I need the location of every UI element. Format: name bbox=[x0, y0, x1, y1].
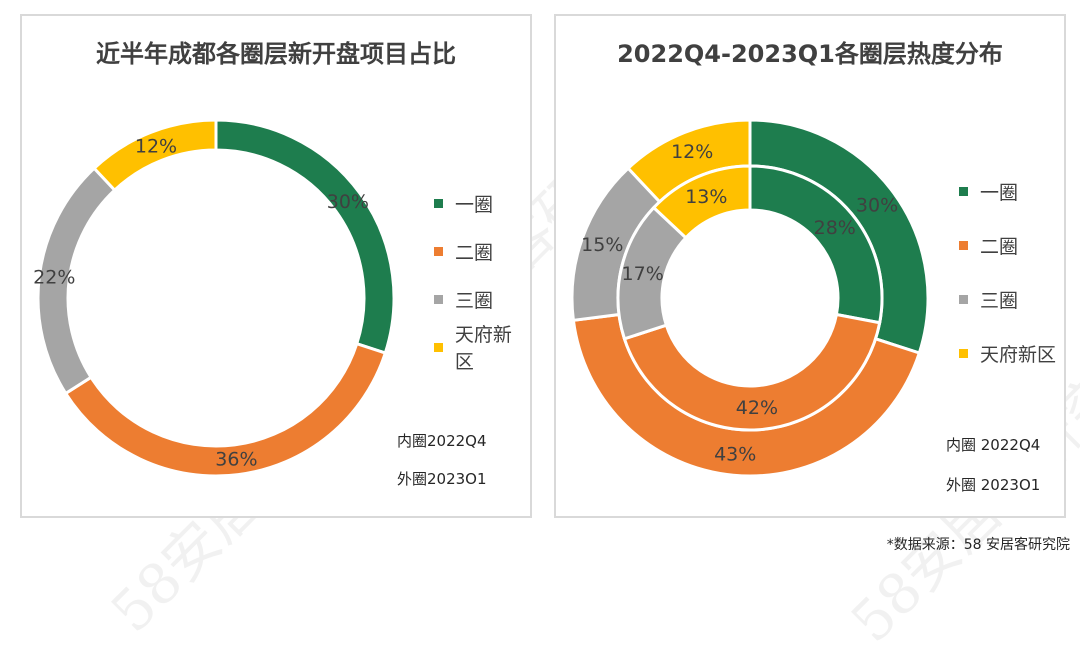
legend-item: 二圈 bbox=[959, 233, 1056, 258]
donut-chart-left: 30% 36% 22% 12% bbox=[33, 118, 396, 478]
inner-ring-slice bbox=[622, 312, 882, 432]
outer-ring-data-label: 30% bbox=[856, 195, 898, 217]
legend-swatch bbox=[959, 186, 968, 196]
chart-panel-left: 近半年成都各圈层新开盘项目占比 30% 36% 22% 12% 一圈 二圈 三圈 天府… bbox=[20, 14, 532, 518]
legend-label: 二圈 bbox=[455, 241, 494, 264]
legend-label: 三圈 bbox=[455, 289, 494, 312]
outer-ring-note: 外圈2023O1 bbox=[397, 470, 487, 488]
chart-title: 2022Q4-2023Q1各圈层热度分布 bbox=[617, 40, 1003, 68]
legend-swatch bbox=[959, 240, 968, 250]
legend-label: 二圈 bbox=[980, 235, 1019, 258]
chart-panel-right: 2022Q4-2023Q1各圈层热度分布 30% 43% 15% 12% 28% 42% 1… bbox=[554, 14, 1066, 518]
legend-swatch bbox=[434, 246, 443, 256]
data-source: *数据来源：58 安居客研究院 bbox=[886, 537, 1070, 553]
legend-label: 三圈 bbox=[980, 289, 1019, 312]
legend-item: 二圈 bbox=[434, 239, 530, 264]
chart-title: 近半年成都各圈层新开盘项目占比 bbox=[96, 40, 456, 68]
inner-ring-slice bbox=[748, 164, 884, 325]
donut-data-label: 30% bbox=[327, 191, 369, 213]
legend-swatch bbox=[434, 198, 443, 208]
legend-label: 天府新区 bbox=[980, 343, 1057, 366]
donut-data-label: 22% bbox=[33, 267, 75, 289]
donut-slice bbox=[92, 118, 218, 193]
donut-chart-right: 30% 43% 15% 12% 28% 42% 17% 13% bbox=[570, 118, 930, 478]
donut-data-label: 36% bbox=[215, 449, 257, 471]
legend-item: 三圈 bbox=[434, 287, 530, 312]
legend-item: 三圈 bbox=[959, 287, 1056, 312]
inner-ring-note: 内圈 2022Q4 bbox=[946, 436, 1041, 454]
legend: 一圈 二圈 三圈 天府新区 bbox=[434, 191, 530, 383]
legend-item: 天府新区 bbox=[434, 324, 530, 373]
inner-ring-note: 内圈2022Q4 bbox=[397, 432, 487, 450]
outer-ring-data-label: 15% bbox=[581, 234, 623, 256]
donut-slice bbox=[214, 118, 396, 355]
outer-ring-note: 外圈 2023O1 bbox=[946, 476, 1041, 494]
legend-label: 一圈 bbox=[980, 181, 1019, 204]
inner-ring-data-label: 17% bbox=[622, 263, 664, 285]
legend-item: 天府新区 bbox=[959, 341, 1057, 366]
donut-data-label: 12% bbox=[135, 135, 177, 157]
legend-item: 一圈 bbox=[434, 191, 530, 216]
legend-swatch bbox=[959, 294, 968, 304]
legend-label: 天府新区 bbox=[454, 324, 512, 373]
legend-item: 一圈 bbox=[959, 179, 1056, 204]
inner-ring-slice bbox=[651, 164, 752, 240]
outer-ring-data-label: 12% bbox=[671, 141, 713, 163]
inner-ring-data-label: 42% bbox=[736, 397, 778, 419]
legend-label: 一圈 bbox=[455, 193, 494, 216]
inner-ring-data-label: 13% bbox=[685, 186, 727, 208]
legend: 一圈 二圈 三圈 天府新区 bbox=[959, 179, 1056, 395]
legend-swatch bbox=[434, 294, 443, 304]
inner-ring-data-label: 28% bbox=[814, 217, 856, 239]
legend-swatch bbox=[959, 348, 968, 358]
legend-swatch bbox=[434, 342, 443, 352]
outer-ring-data-label: 43% bbox=[714, 443, 756, 465]
